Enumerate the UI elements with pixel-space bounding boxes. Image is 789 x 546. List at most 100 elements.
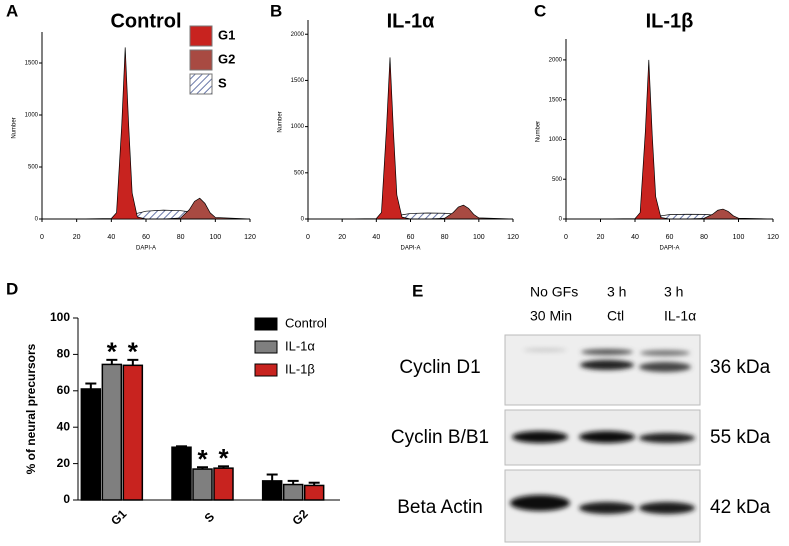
y-tick-label: 2000 [549, 57, 563, 63]
column-header: 30 Min [530, 308, 572, 324]
protein-label: Beta Actin [397, 497, 483, 518]
y-axis-label: Number [278, 111, 284, 132]
legend-label: IL-1β [285, 361, 315, 376]
column-header: Ctl [607, 308, 624, 324]
area [308, 57, 513, 220]
size-label: 42 kDa [710, 497, 771, 518]
legend-label: Control [285, 315, 327, 330]
significance-label: * [128, 337, 139, 367]
y-tick-label: 500 [294, 170, 305, 176]
x-tick-label: 80 [441, 234, 449, 241]
column-header: No GFs [530, 284, 578, 300]
x-tick-label: 0 [40, 234, 44, 241]
y-tick-label: 1000 [25, 113, 39, 119]
panel-label: C [534, 1, 546, 20]
y-tick-label: 500 [28, 165, 39, 171]
bar [261, 480, 283, 501]
x-axis-label: DAPI-A [136, 246, 156, 252]
x-tick-label: 120 [244, 234, 256, 241]
x-tick-label: 80 [177, 234, 185, 241]
chart-title: IL-1β [646, 10, 694, 32]
x-tick-label: 120 [507, 234, 519, 241]
bar [101, 363, 123, 501]
y-tick-label: 1000 [549, 137, 563, 143]
significance-label: * [218, 443, 229, 473]
y-axis-label: % of neural precursors [24, 343, 38, 474]
size-label: 55 kDa [710, 427, 771, 448]
x-tick-label: 40 [107, 234, 115, 241]
x-tick-label: 60 [142, 234, 150, 241]
legend-label: S [218, 75, 227, 90]
x-tick-label: 100 [733, 234, 745, 241]
x-tick-label: G2 [289, 507, 310, 528]
y-tick-label: 20 [57, 456, 71, 470]
x-tick-label: 20 [597, 234, 605, 241]
x-tick-label: 120 [767, 234, 779, 241]
y-axis-label: Number [12, 117, 18, 138]
legend-swatch [254, 363, 278, 377]
y-tick-label: 40 [57, 419, 71, 433]
chart-title: Control [110, 10, 181, 32]
bar [303, 484, 325, 501]
x-tick-label: 80 [700, 234, 708, 241]
x-tick-label: 60 [407, 234, 415, 241]
y-tick-label: 500 [552, 177, 563, 183]
y-tick-label: 1500 [291, 78, 305, 84]
area [42, 47, 250, 220]
legend-label: G2 [218, 51, 235, 66]
y-tick-label: 0 [301, 217, 305, 223]
significance-label: * [197, 444, 208, 474]
bar [282, 483, 304, 501]
x-tick-label: 100 [209, 234, 221, 241]
y-tick-label: 1500 [25, 61, 39, 67]
legend-swatch [189, 73, 213, 95]
bar [192, 468, 213, 501]
y-tick-label: 1500 [549, 97, 563, 103]
x-tick-label: 0 [306, 234, 310, 241]
bar [122, 364, 144, 501]
x-axis-label: DAPI-A [659, 246, 679, 252]
y-tick-label: 2000 [291, 32, 305, 38]
x-tick-label: 40 [372, 234, 380, 241]
column-header: 3 h [607, 284, 626, 300]
size-label: 36 kDa [710, 357, 771, 378]
blot-image [504, 334, 701, 543]
x-tick-label: 60 [666, 234, 674, 241]
panel-label: D [6, 279, 18, 298]
protein-label: Cyclin B/B1 [391, 427, 489, 448]
x-tick-label: S [202, 510, 218, 526]
legend-swatch [189, 25, 213, 47]
y-tick-label: 60 [57, 383, 71, 397]
x-tick-label: 40 [631, 234, 639, 241]
area [566, 59, 773, 220]
x-tick-label: 20 [73, 234, 81, 241]
legend-swatch [254, 317, 278, 331]
legend-label: IL-1α [285, 338, 315, 353]
significance-label: * [107, 337, 118, 367]
chart-title: IL-1α [387, 10, 436, 32]
y-tick-label: 0 [559, 217, 563, 223]
x-tick-label: 20 [338, 234, 346, 241]
y-tick-label: 80 [57, 347, 71, 361]
y-axis-label: Number [536, 121, 542, 142]
panel-label: A [6, 1, 18, 20]
x-tick-label: G1 [108, 507, 129, 528]
y-tick-label: 0 [35, 217, 39, 223]
x-axis-label: DAPI-A [400, 246, 420, 252]
x-tick-label: 100 [473, 234, 485, 241]
legend-swatch [254, 340, 278, 354]
column-header: 3 h [664, 284, 683, 300]
panel-label: E [412, 281, 423, 300]
y-tick-label: 100 [50, 310, 70, 324]
y-tick-label: 1000 [291, 124, 305, 130]
legend-label: G1 [218, 27, 235, 42]
panel-label: B [270, 1, 282, 20]
bar [213, 467, 234, 501]
legend-swatch [189, 49, 213, 71]
bar [171, 446, 192, 501]
column-header: IL-1α [664, 308, 696, 324]
y-tick-label: 0 [63, 492, 70, 506]
protein-label: Cyclin D1 [399, 357, 480, 378]
